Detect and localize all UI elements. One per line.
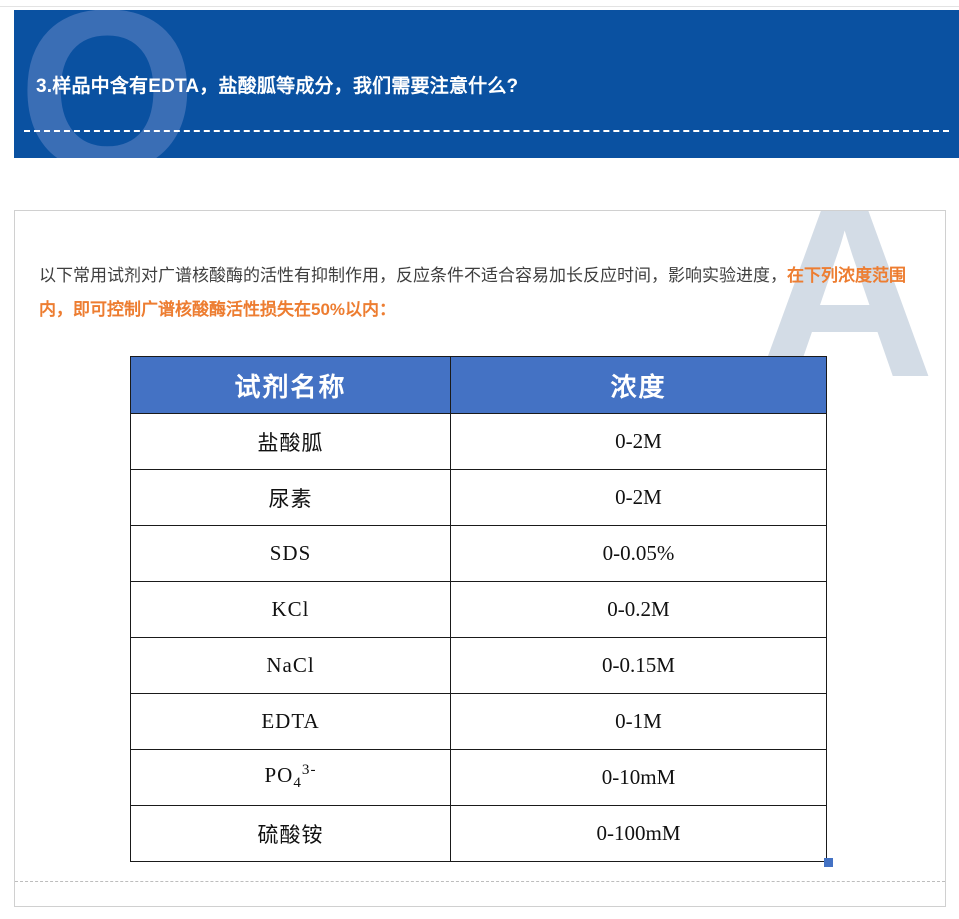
table-row: SDS 0-0.05% (130, 525, 827, 582)
reagent-table-wrapper: 试剂名称 浓度 盐酸胍 0-2M 尿素 0-2M SDS 0-0.05% (130, 356, 833, 867)
answer-paragraph: 以下常用试剂对广谱核酸酶的活性有抑制作用，反应条件不适合容易加长反应时间，影响实… (39, 259, 921, 327)
cell-concentration: 0-100mM (450, 805, 827, 862)
table-row: NaCl 0-0.15M (130, 637, 827, 694)
table-header-row: 试剂名称 浓度 (130, 356, 827, 414)
reagent-table-head: 试剂名称 浓度 (130, 356, 827, 414)
cell-concentration: 0-2M (450, 413, 827, 470)
answer-paragraph-lead: 以下常用试剂对广谱核酸酶的活性有抑制作用，反应条件不适合容易加长反应时间，影响实… (39, 266, 787, 285)
answer-body: 以下常用试剂对广谱核酸酶的活性有抑制作用，反应条件不适合容易加长反应时间，影响实… (39, 259, 921, 327)
cell-concentration: 0-10mM (450, 749, 827, 806)
cell-reagent-name: KCl (130, 581, 451, 638)
table-row: 尿素 0-2M (130, 469, 827, 526)
answer-paragraph-highlight: 在下列浓度范围内，即可控制广谱核酸酶活性损失在50%以内： (39, 266, 906, 319)
column-header-reagent-name: 试剂名称 (130, 356, 451, 414)
answer-card: A 以下常用试剂对广谱核酸酶的活性有抑制作用，反应条件不适合容易加长反应时间，影… (14, 210, 946, 907)
cell-reagent-name: 盐酸胍 (130, 413, 451, 470)
cell-reagent-name-phosphate: PO43- (130, 749, 451, 806)
table-row: 硫酸铵 0-100mM (130, 805, 827, 862)
cell-concentration: 0-0.2M (450, 581, 827, 638)
answer-dashed-divider (15, 881, 945, 882)
cell-concentration: 0-0.15M (450, 637, 827, 694)
question-banner: Q 3.样品中含有EDTA，盐酸胍等成分，我们需要注意什么? (14, 10, 959, 158)
cell-reagent-name: SDS (130, 525, 451, 582)
cell-reagent-name: NaCl (130, 637, 451, 694)
phosphate-subscript: 4 (293, 775, 302, 792)
cell-reagent-name: 尿素 (130, 469, 451, 526)
phosphate-base: PO (264, 763, 294, 788)
table-row: PO43- 0-10mM (130, 749, 827, 806)
reagent-table: 试剂名称 浓度 盐酸胍 0-2M 尿素 0-2M SDS 0-0.05% (130, 356, 827, 862)
cell-concentration: 0-1M (450, 693, 827, 750)
page-top-rule (0, 6, 959, 7)
question-dashed-divider (24, 130, 949, 132)
table-row: EDTA 0-1M (130, 693, 827, 750)
question-title: 3.样品中含有EDTA，盐酸胍等成分，我们需要注意什么? (36, 75, 519, 97)
cell-reagent-name: EDTA (130, 693, 451, 750)
cell-concentration: 0-0.05% (450, 525, 827, 582)
column-header-concentration: 浓度 (450, 356, 827, 414)
cell-concentration: 0-2M (450, 469, 827, 526)
cell-reagent-name: 硫酸铵 (130, 805, 451, 862)
table-resize-handle[interactable] (824, 858, 833, 867)
table-row: 盐酸胍 0-2M (130, 413, 827, 470)
phosphate-superscript: 3- (301, 762, 317, 779)
table-row: KCl 0-0.2M (130, 581, 827, 638)
reagent-table-body: 盐酸胍 0-2M 尿素 0-2M SDS 0-0.05% KCl 0-0.2M … (130, 413, 827, 862)
